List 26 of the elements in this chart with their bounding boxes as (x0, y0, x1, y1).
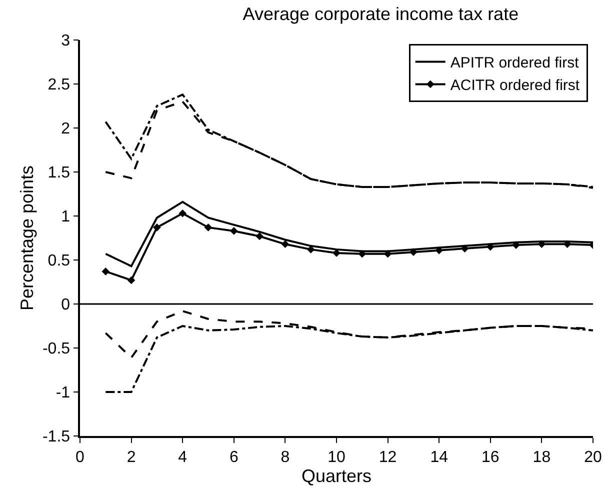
legend-label: ACITR ordered first (450, 77, 580, 94)
y-tick-label: 0 (61, 296, 70, 314)
x-tick-label: 20 (584, 448, 602, 466)
x-tick-label: 4 (178, 448, 188, 466)
x-tick-label: 6 (229, 448, 238, 466)
x-tick-label: 12 (378, 448, 397, 466)
x-tick-label: 18 (532, 448, 551, 466)
x-tick-label: 0 (76, 448, 85, 466)
x-tick-label: 14 (430, 448, 448, 466)
x-tick-label: 10 (328, 448, 346, 466)
x-tick-label: 16 (482, 448, 500, 466)
y-tick-label: 0.5 (48, 252, 70, 270)
legend-label: APITR ordered first (450, 54, 580, 72)
y-tick-label: -0.5 (42, 340, 70, 358)
y-tick-label: 1.5 (48, 164, 70, 182)
x-axis-title: Quarters (301, 466, 372, 486)
y-tick-label: 2 (61, 120, 70, 138)
x-tick-label: 8 (280, 448, 290, 466)
chart-title: Average corporate income tax rate (242, 4, 519, 24)
y-tick-label: 3 (61, 32, 70, 50)
y-tick-label: -1.5 (42, 428, 70, 446)
y-tick-label: 1 (61, 208, 70, 226)
y-tick-label: 2.5 (48, 76, 70, 94)
x-tick-label: 2 (126, 448, 136, 466)
y-tick-label: -1 (56, 384, 70, 402)
y-axis-title: Percentage points (17, 165, 38, 311)
